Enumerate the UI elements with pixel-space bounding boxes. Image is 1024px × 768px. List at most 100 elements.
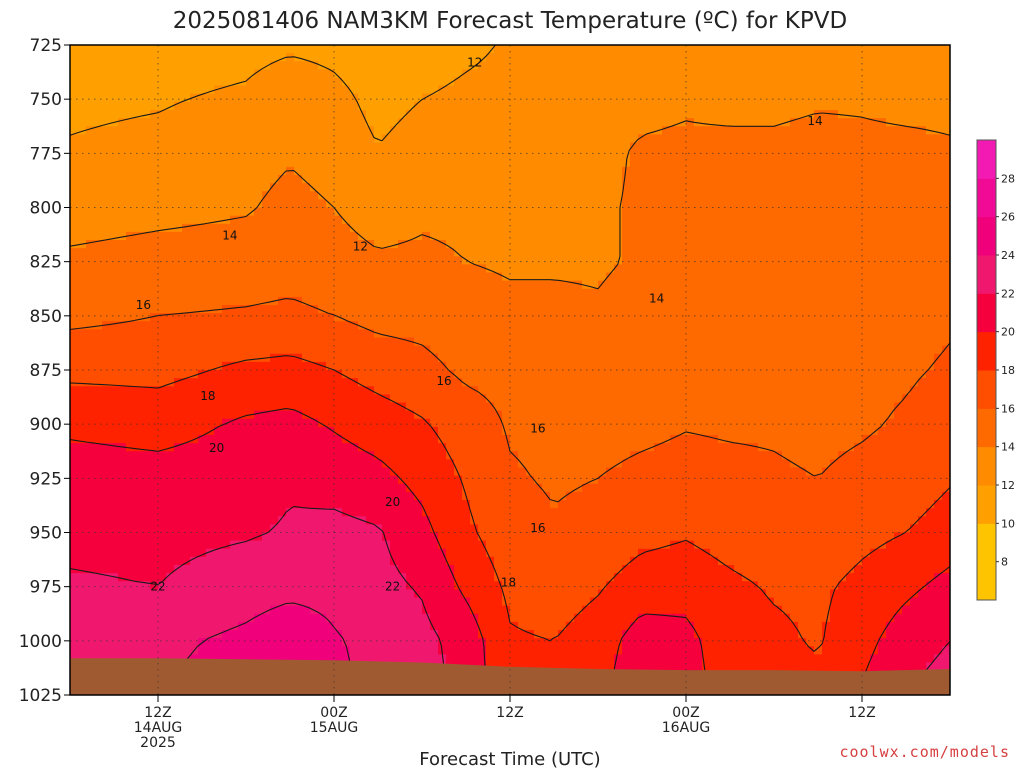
temperature-cell	[518, 540, 527, 550]
temperature-cell	[278, 61, 287, 70]
temperature-cell	[478, 264, 487, 274]
temperature-cell	[486, 540, 495, 550]
temperature-cell	[414, 443, 423, 452]
temperature-cell	[174, 378, 183, 387]
temperature-cell	[430, 45, 439, 54]
temperature-cell	[230, 183, 239, 192]
temperature-cell	[294, 435, 303, 444]
temperature-cell	[310, 516, 319, 525]
temperature-cell	[166, 516, 175, 525]
temperature-cell	[230, 199, 239, 209]
temperature-cell	[238, 516, 247, 525]
temperature-cell	[222, 573, 231, 582]
temperature-cell	[150, 532, 159, 542]
temperature-cell	[462, 150, 471, 160]
temperature-cell	[206, 85, 215, 95]
temperature-cell	[254, 118, 263, 127]
temperature-cell	[230, 126, 239, 135]
temperature-cell	[150, 467, 159, 477]
temperature-cell	[550, 467, 559, 477]
temperature-cell	[534, 134, 543, 144]
temperature-cell	[430, 207, 439, 217]
temperature-cell	[118, 630, 127, 639]
temperature-cell	[350, 256, 359, 265]
temperature-cell	[494, 597, 503, 607]
temperature-cell	[94, 61, 103, 70]
temperature-cell	[518, 386, 527, 395]
temperature-cell	[262, 451, 271, 460]
temperature-cell	[398, 337, 407, 347]
temperature-cell	[566, 231, 575, 241]
temperature-cell	[366, 638, 375, 647]
temperature-cell	[374, 638, 383, 647]
temperature-cell	[86, 394, 95, 404]
temperature-cell	[390, 630, 399, 639]
temperature-cell	[478, 337, 487, 347]
temperature-cell	[134, 630, 143, 639]
temperature-cell	[366, 394, 375, 404]
temperature-cell	[414, 370, 423, 379]
temperature-cell	[222, 280, 231, 290]
temperature-cell	[94, 215, 103, 225]
temperature-cell	[414, 134, 423, 144]
temperature-cell	[470, 207, 479, 217]
temperature-cell	[166, 93, 175, 103]
temperature-cell	[158, 248, 167, 257]
temperature-cell	[174, 491, 183, 501]
temperature-cell	[166, 85, 175, 95]
temperature-cell	[206, 223, 215, 233]
temperature-cell	[70, 175, 79, 184]
temperature-cell	[286, 248, 295, 257]
temperature-cell	[390, 321, 399, 330]
temperature-cell	[238, 565, 247, 574]
temperature-cell	[542, 589, 551, 599]
temperature-cell	[518, 370, 527, 379]
temperature-cell	[422, 402, 431, 412]
temperature-cell	[542, 110, 551, 119]
temperature-cell	[214, 240, 223, 249]
temperature-cell	[70, 110, 79, 119]
temperature-cell	[502, 646, 511, 655]
temperature-cell	[174, 573, 183, 582]
temperature-cell	[246, 288, 255, 298]
temperature-cell	[230, 638, 239, 647]
temperature-cell	[262, 491, 271, 501]
temperature-cell	[486, 361, 495, 371]
temperature-cell	[238, 142, 247, 152]
temperature-cell	[350, 654, 359, 664]
temperature-cell	[422, 418, 431, 428]
temperature-cell	[566, 296, 575, 306]
temperature-cell	[134, 378, 143, 387]
temperature-cell	[534, 272, 543, 282]
temperature-cell	[550, 370, 559, 379]
temperature-cell	[150, 630, 159, 639]
temperature-cell	[214, 491, 223, 501]
temperature-cell	[174, 231, 183, 241]
temperature-cell	[342, 183, 351, 192]
temperature-cell	[438, 621, 447, 631]
temperature-cell	[142, 361, 151, 371]
temperature-cell	[270, 215, 279, 225]
temperature-cell	[158, 394, 167, 404]
temperature-cell	[86, 435, 95, 444]
temperature-cell	[286, 345, 295, 355]
temperature-cell	[454, 280, 463, 290]
temperature-cell	[86, 207, 95, 217]
temperature-cell	[198, 305, 207, 314]
temperature-cell	[142, 475, 151, 485]
temperature-cell	[462, 337, 471, 347]
temperature-cell	[446, 118, 455, 127]
temperature-cell	[158, 646, 167, 655]
temperature-cell	[158, 540, 167, 550]
temperature-cell	[550, 296, 559, 306]
temperature-cell	[342, 69, 351, 79]
temperature-cell	[414, 53, 423, 62]
temperature-cell	[366, 337, 375, 347]
temperature-cell	[470, 85, 479, 95]
temperature-cell	[526, 621, 535, 631]
temperature-cell	[334, 540, 343, 550]
temperature-cell	[150, 101, 159, 111]
temperature-cell	[558, 61, 567, 70]
temperature-cell	[302, 556, 311, 566]
temperature-cell	[278, 573, 287, 582]
